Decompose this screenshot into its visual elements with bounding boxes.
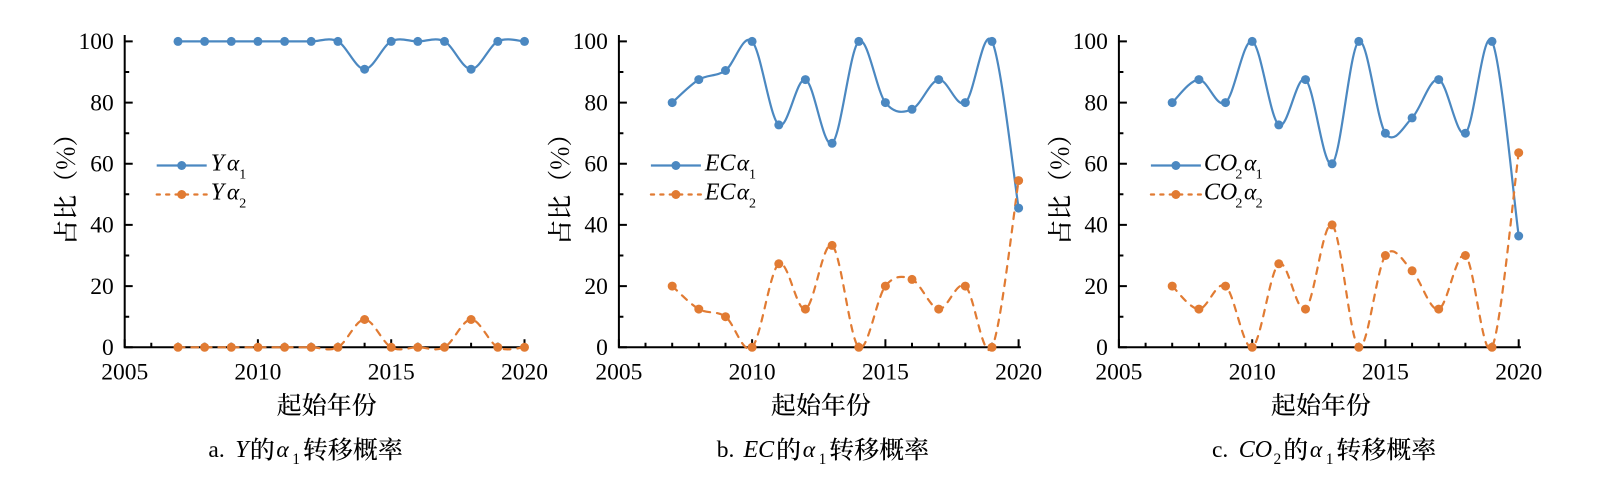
svg-text:α: α bbox=[1310, 437, 1323, 463]
svg-text:1: 1 bbox=[292, 451, 300, 468]
svg-text:2015: 2015 bbox=[368, 360, 415, 386]
svg-text:2020: 2020 bbox=[1495, 360, 1542, 386]
svg-text:Y: Y bbox=[211, 150, 227, 176]
svg-text:60: 60 bbox=[90, 152, 114, 178]
svg-text:1: 1 bbox=[749, 168, 756, 183]
svg-text:100: 100 bbox=[78, 29, 113, 55]
svg-text:Y: Y bbox=[211, 179, 227, 205]
svg-text:α: α bbox=[1244, 179, 1257, 205]
svg-text:2020: 2020 bbox=[995, 360, 1042, 386]
svg-text:α: α bbox=[1244, 150, 1257, 176]
svg-text:CO: CO bbox=[1204, 150, 1237, 176]
svg-text:CO: CO bbox=[1204, 179, 1237, 205]
svg-text:2005: 2005 bbox=[595, 360, 642, 386]
svg-text:2010: 2010 bbox=[1229, 360, 1276, 386]
svg-text:2010: 2010 bbox=[234, 360, 281, 386]
svg-text:2020: 2020 bbox=[501, 360, 548, 386]
svg-text:2: 2 bbox=[749, 197, 756, 212]
svg-text:20: 20 bbox=[1084, 274, 1108, 300]
svg-text:1: 1 bbox=[1326, 451, 1334, 468]
svg-text:α: α bbox=[737, 179, 750, 205]
svg-text:EC: EC bbox=[743, 437, 776, 463]
svg-text:2: 2 bbox=[1235, 168, 1242, 183]
svg-text:20: 20 bbox=[90, 274, 114, 300]
svg-text:1: 1 bbox=[819, 451, 827, 468]
svg-text:60: 60 bbox=[584, 152, 608, 178]
svg-text:40: 40 bbox=[90, 213, 114, 239]
svg-text:20: 20 bbox=[584, 274, 608, 300]
svg-text:40: 40 bbox=[584, 213, 608, 239]
svg-text:α: α bbox=[737, 150, 750, 176]
svg-text:α: α bbox=[227, 179, 240, 205]
svg-text:2: 2 bbox=[1274, 451, 1282, 468]
svg-text:80: 80 bbox=[90, 90, 114, 116]
svg-text:80: 80 bbox=[584, 90, 608, 116]
svg-text:2010: 2010 bbox=[729, 360, 776, 386]
svg-text:Y: Y bbox=[235, 437, 251, 463]
svg-text:60: 60 bbox=[1084, 152, 1108, 178]
svg-text:2015: 2015 bbox=[862, 360, 909, 386]
svg-text:1: 1 bbox=[1256, 168, 1263, 183]
svg-text:0: 0 bbox=[102, 335, 114, 361]
svg-text:0: 0 bbox=[596, 335, 608, 361]
svg-text:α: α bbox=[276, 437, 289, 463]
svg-text:CO: CO bbox=[1239, 437, 1272, 463]
svg-text:2: 2 bbox=[239, 197, 246, 212]
svg-text:α: α bbox=[803, 437, 816, 463]
svg-text:a.: a. bbox=[208, 437, 224, 463]
svg-text:100: 100 bbox=[1073, 29, 1108, 55]
svg-text:b.: b. bbox=[717, 437, 735, 463]
svg-text:2005: 2005 bbox=[101, 360, 148, 386]
svg-text:100: 100 bbox=[573, 29, 608, 55]
svg-text:40: 40 bbox=[1084, 213, 1108, 239]
svg-text:EC: EC bbox=[704, 179, 737, 205]
svg-text:2: 2 bbox=[1256, 197, 1263, 212]
svg-text:80: 80 bbox=[1084, 90, 1108, 116]
svg-text:2015: 2015 bbox=[1362, 360, 1409, 386]
svg-text:2005: 2005 bbox=[1095, 360, 1142, 386]
svg-text:c.: c. bbox=[1212, 437, 1228, 463]
svg-text:1: 1 bbox=[239, 168, 246, 183]
svg-text:α: α bbox=[227, 150, 240, 176]
svg-text:EC: EC bbox=[704, 150, 737, 176]
svg-text:0: 0 bbox=[1096, 335, 1108, 361]
svg-text:2: 2 bbox=[1235, 197, 1242, 212]
